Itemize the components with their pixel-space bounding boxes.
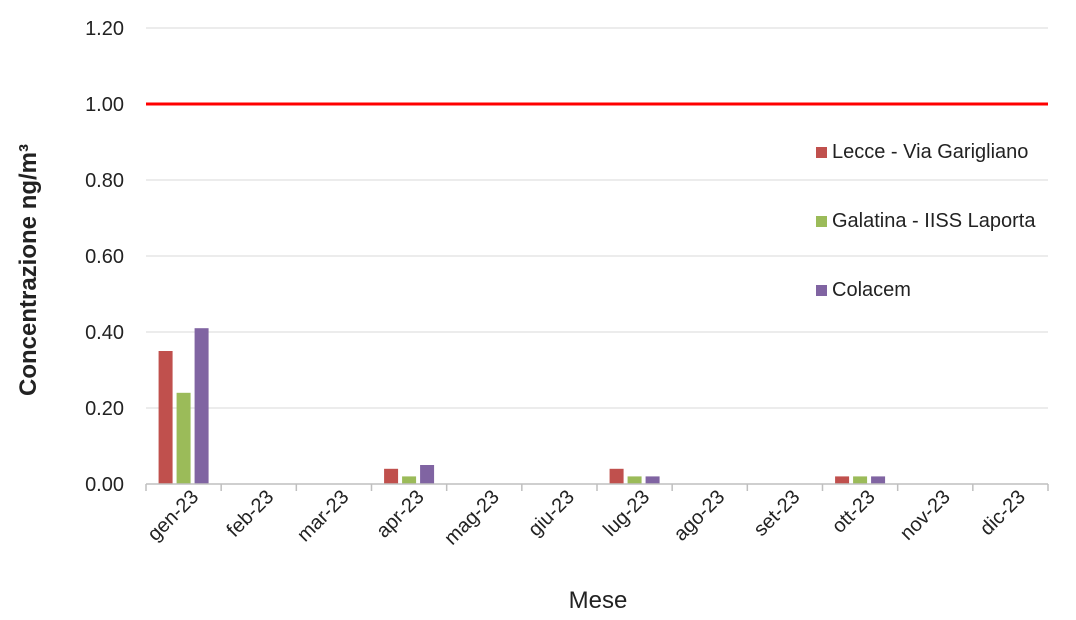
x-tick-label: gen-23 bbox=[144, 486, 204, 546]
x-tick-label: dic-23 bbox=[976, 486, 1030, 540]
x-tick-label: mag-23 bbox=[440, 486, 504, 550]
y-tick-label: 0.20 bbox=[85, 398, 124, 420]
bar bbox=[871, 476, 886, 484]
legend-swatch bbox=[816, 285, 827, 296]
x-tick-label: feb-23 bbox=[223, 486, 279, 542]
bar bbox=[835, 476, 850, 484]
legend: Lecce - Via Garigliano Galatina - IISS La… bbox=[816, 141, 1036, 301]
x-tick-label: mar-23 bbox=[293, 486, 353, 546]
x-axis bbox=[145, 483, 1049, 491]
bar bbox=[176, 392, 191, 484]
legend-swatch bbox=[816, 216, 827, 227]
x-tick-label: nov-23 bbox=[896, 486, 955, 545]
y-axis-ticks: 0.00 0.20 0.40 0.60 0.80 1.00 1.20 bbox=[85, 18, 124, 496]
x-axis-ticks: gen-23 feb-23 mar-23 apr-23 mag-23 giu-23 lug-… bbox=[144, 486, 1030, 550]
bar bbox=[402, 476, 417, 484]
y-tick-label: 0.60 bbox=[85, 246, 124, 268]
x-tick-label: giu-23 bbox=[524, 486, 579, 541]
x-tick-label: set-23 bbox=[750, 486, 805, 541]
y-tick-label: 0.80 bbox=[85, 170, 124, 192]
bar bbox=[384, 468, 399, 484]
legend-label: Galatina - IISS Laporta bbox=[832, 210, 1036, 232]
x-tick-label: ago-23 bbox=[670, 486, 730, 546]
bar bbox=[645, 476, 660, 484]
y-tick-label: 1.00 bbox=[85, 94, 124, 116]
y-tick-label: 0.00 bbox=[85, 474, 124, 496]
legend-label: Lecce - Via Garigliano bbox=[832, 141, 1028, 163]
bars bbox=[158, 328, 886, 484]
bar bbox=[609, 468, 624, 484]
y-tick-label: 1.20 bbox=[85, 18, 124, 40]
x-tick-label: ott-23 bbox=[828, 486, 880, 538]
x-tick-label: apr-23 bbox=[372, 486, 428, 542]
x-axis-title: Mese bbox=[569, 587, 628, 614]
y-tick-label: 0.40 bbox=[85, 322, 124, 344]
x-tick-label: lug-23 bbox=[599, 486, 654, 541]
bar bbox=[194, 328, 209, 484]
legend-label: Colacem bbox=[832, 279, 911, 301]
y-axis-title: Concentrazione ng/m³ bbox=[15, 144, 42, 396]
legend-swatch bbox=[816, 147, 827, 158]
bar bbox=[627, 476, 642, 484]
bar bbox=[420, 465, 435, 484]
bar bbox=[853, 476, 868, 484]
bar bbox=[158, 351, 173, 484]
